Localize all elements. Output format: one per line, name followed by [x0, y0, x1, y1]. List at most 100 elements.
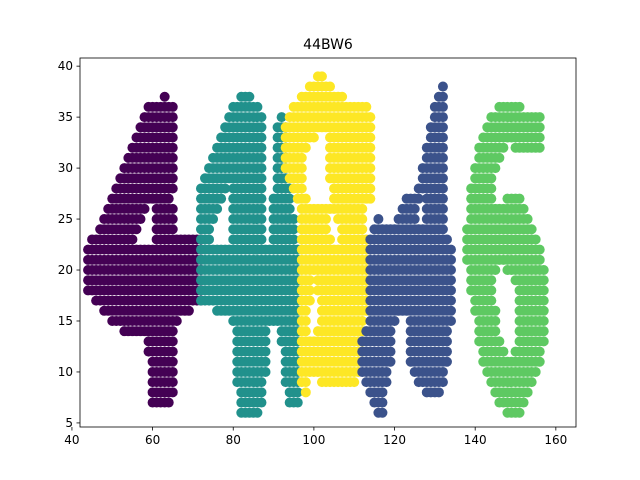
scatter-point	[434, 387, 444, 397]
scatter-point	[184, 306, 194, 316]
scatter-point	[252, 408, 262, 418]
scatter-point	[361, 102, 371, 112]
scatter-point	[256, 214, 266, 224]
y-tick-label: 20	[58, 263, 73, 277]
scatter-point	[442, 336, 452, 346]
scatter-point	[216, 194, 226, 204]
scatter-point	[256, 387, 266, 397]
scatter-point	[321, 214, 331, 224]
scatter-point	[539, 296, 549, 306]
scatter-point	[527, 224, 537, 234]
scatter-point	[486, 194, 496, 204]
scatter-point	[539, 336, 549, 346]
scatter-point	[490, 316, 500, 326]
scatter-point	[438, 163, 448, 173]
scatter-point	[256, 204, 266, 214]
scatter-point	[256, 234, 266, 244]
scatter-point	[377, 387, 387, 397]
scatter-point	[317, 71, 327, 81]
scatter-point	[140, 204, 150, 214]
scatter-point	[438, 224, 448, 234]
scatter-point	[168, 122, 178, 132]
scatter-point	[446, 285, 456, 295]
scatter-point	[365, 163, 375, 173]
scatter-point	[515, 408, 525, 418]
scatter-point	[301, 377, 311, 387]
scatter-point	[438, 367, 448, 377]
scatter-point	[337, 92, 347, 102]
scatter-point	[438, 194, 448, 204]
scatter-point	[438, 112, 448, 122]
scatter-point	[256, 183, 266, 193]
scatter-point	[494, 336, 504, 346]
scatter-point	[131, 224, 141, 234]
x-tick-label: 160	[544, 433, 567, 447]
scatter-point	[365, 173, 375, 183]
scatter-point	[256, 173, 266, 183]
scatter-point	[523, 214, 533, 224]
scatter-point	[256, 112, 266, 122]
scatter-point	[365, 183, 375, 193]
scatter-point	[386, 326, 396, 336]
scatter-point	[168, 357, 178, 367]
scatter-point	[168, 336, 178, 346]
scatter-point	[438, 183, 448, 193]
scatter-point	[490, 265, 500, 275]
scatter-point	[285, 204, 295, 214]
scatter-point	[438, 214, 448, 224]
scatter-point	[160, 92, 170, 102]
scatter-point	[519, 204, 529, 214]
scatter-point	[438, 92, 448, 102]
y-tick-label: 10	[58, 365, 73, 379]
scatter-point	[442, 357, 452, 367]
scatter-point	[438, 133, 448, 143]
scatter-point	[539, 275, 549, 285]
scatter-point	[325, 234, 335, 244]
scatter-point	[164, 194, 174, 204]
scatter-point	[168, 347, 178, 357]
scatter-point	[494, 153, 504, 163]
scatter-point	[297, 183, 307, 193]
scatter-point	[373, 214, 383, 224]
scatter-point	[309, 133, 319, 143]
x-tick-label: 120	[383, 433, 406, 447]
scatter-point	[486, 296, 496, 306]
scatter-point	[168, 183, 178, 193]
scatter-point	[490, 326, 500, 336]
scatter-point	[256, 153, 266, 163]
scatter-point	[446, 245, 456, 255]
scatter-point	[301, 143, 311, 153]
y-tick-label: 35	[58, 110, 73, 124]
scatter-point	[535, 143, 545, 153]
scatter-point	[535, 122, 545, 132]
y-tick-label: 25	[58, 212, 73, 226]
scatter-point	[365, 133, 375, 143]
scatter-point	[535, 357, 545, 367]
scatter-point	[261, 357, 271, 367]
scatter-point	[256, 163, 266, 173]
scatter-point	[515, 102, 525, 112]
scatter-point	[535, 133, 545, 143]
scatter-point	[438, 204, 448, 214]
scatter-point	[208, 214, 218, 224]
scatter-point	[442, 326, 452, 336]
scatter-point	[531, 367, 541, 377]
scatter-point	[438, 173, 448, 183]
scatter-point	[252, 102, 262, 112]
scatter-point	[297, 163, 307, 173]
scatter-point	[438, 82, 448, 92]
scatter-point	[168, 112, 178, 122]
scatter-point	[519, 398, 529, 408]
scatter-point	[256, 143, 266, 153]
scatter-point	[261, 347, 271, 357]
scatter-point	[321, 224, 331, 234]
scatter-point	[301, 194, 311, 204]
scatter-point	[490, 163, 500, 173]
scatter-point	[297, 173, 307, 183]
scatter-point	[168, 143, 178, 153]
x-tick-label: 100	[302, 433, 325, 447]
y-tick-label: 40	[58, 59, 73, 73]
scatter-point	[261, 367, 271, 377]
scatter-point	[168, 173, 178, 183]
scatter-point	[256, 224, 266, 234]
